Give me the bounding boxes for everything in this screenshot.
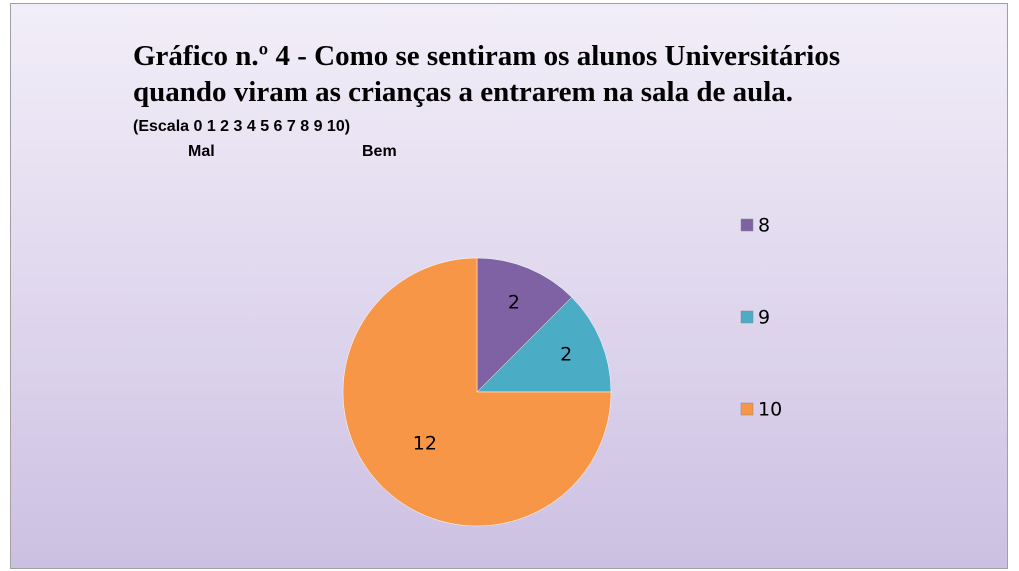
legend-label: 8 — [758, 215, 770, 237]
data-label: 12 — [413, 433, 437, 455]
data-label: 2 — [560, 344, 572, 366]
subtitle: (Escala 0 1 2 3 4 5 6 7 8 9 10) — [133, 118, 351, 135]
legend-swatch — [740, 402, 754, 416]
legend-label: 10 — [758, 399, 782, 421]
data-label: 2 — [508, 291, 520, 313]
pie-slice — [342, 257, 612, 527]
annotation: Mal — [188, 143, 215, 160]
annotation: Bem — [362, 143, 397, 160]
legend-swatch — [740, 218, 754, 232]
legend-swatch — [740, 310, 754, 324]
legend-label: 9 — [758, 307, 770, 329]
pie-slice — [476, 296, 612, 393]
pie-slice — [476, 257, 573, 393]
chart-title: Gráfico n.º 4 - Como se sentiram os alun… — [133, 40, 841, 108]
